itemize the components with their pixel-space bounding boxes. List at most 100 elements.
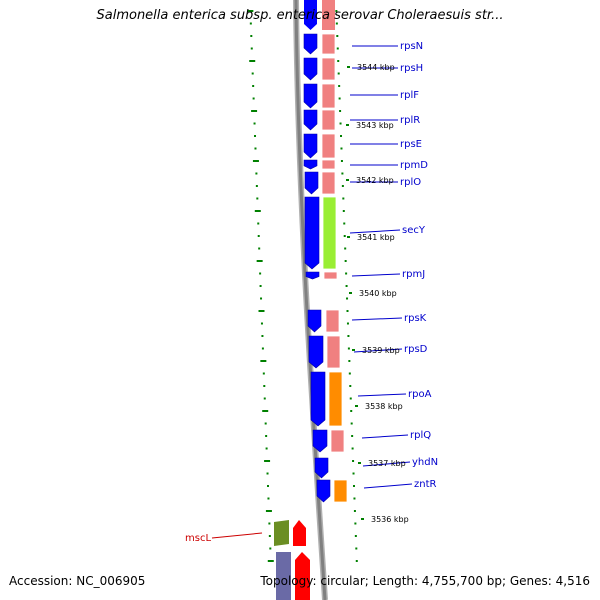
gene-label-rplR: rplR: [400, 115, 420, 126]
left-track-tick: [260, 297, 263, 300]
zntR-block-gene-bar: [333, 479, 348, 503]
kbp-tick-mark: [347, 66, 350, 68]
left-track-tick: [261, 335, 264, 337]
gene-label-rpsK: rpsK: [404, 313, 427, 324]
left-track-tick: [262, 372, 265, 375]
gene-leader-line: [353, 348, 403, 353]
right-track-tick: [345, 285, 348, 287]
right-track-tick: [349, 385, 352, 387]
map-summary: Topology: circular; Length: 4,755,700 bp…: [260, 574, 590, 588]
left-track-tick: [249, 22, 252, 25]
right-track-tick: [342, 210, 345, 212]
left-track-tick: [269, 547, 272, 550]
left-track-tick: [266, 485, 269, 487]
left-track-tick: [257, 235, 260, 237]
right-track-tick: [345, 272, 348, 275]
right-track-tick: [335, 10, 338, 12]
right-track-tick: [339, 122, 342, 125]
right-track-tick: [353, 510, 356, 512]
left-track-tick: [256, 197, 259, 200]
kbp-tick-mark: [349, 292, 352, 294]
right-track-tick: [347, 335, 350, 337]
kbp-label: 3544 kbp: [357, 63, 395, 72]
right-track-tick: [346, 297, 349, 300]
left-track-tick: [251, 72, 254, 75]
gene-label-rplF: rplF: [400, 90, 419, 101]
left-track-tick: [268, 522, 271, 525]
left-track-tick: [266, 472, 269, 475]
left-track-tick: [252, 97, 255, 100]
mscL-red-arrow: [293, 520, 306, 546]
right-track-tick: [349, 397, 352, 400]
right-track-tick: [350, 410, 353, 412]
left-track-tick: [254, 135, 257, 137]
right-track-tick: [351, 435, 354, 437]
left-track-tick: [258, 310, 265, 312]
top-partial-cds-arrow: [304, 0, 317, 30]
left-track-tick: [250, 47, 253, 50]
gene-leader-line: [351, 273, 401, 277]
rpsK-block-gene-bar: [325, 309, 340, 333]
gene-leader-line: [351, 317, 403, 321]
right-track-tick: [344, 247, 347, 250]
kbp-label: 3536 kbp: [371, 515, 409, 524]
right-track-tick: [344, 260, 347, 262]
left-track-tick: [252, 85, 255, 87]
left-track-tick: [254, 210, 261, 212]
rpsN-block-cds-arrow: [303, 33, 318, 55]
right-track-tick: [337, 72, 340, 75]
left-track-tick: [262, 410, 269, 412]
accession-label: Accession: NC_006905: [9, 574, 146, 588]
left-track-tick: [261, 347, 264, 350]
left-track-tick: [255, 185, 258, 187]
gene-label-rplO: rplO: [400, 177, 421, 188]
kbp-label: 3539 kbp: [362, 346, 400, 355]
right-track-tick: [342, 197, 345, 200]
right-track-tick: [338, 97, 341, 100]
right-track-tick: [343, 222, 346, 225]
right-track-tick: [336, 47, 339, 50]
gene-label-zntR: zntR: [414, 479, 437, 490]
bottom-red-arrow: [295, 552, 310, 600]
kbp-label: 3538 kbp: [365, 402, 403, 411]
kbp-label: 3543 kbp: [356, 121, 394, 130]
map-title: Salmonella enterica subsp. enterica sero…: [96, 8, 504, 23]
right-track-tick: [355, 560, 358, 562]
right-track-tick: [350, 422, 353, 425]
rpsK-block-cds-arrow: [307, 309, 322, 333]
left-track-tick: [252, 160, 259, 162]
rpsD-block-cds-arrow: [308, 335, 324, 369]
left-track-tick: [265, 510, 272, 512]
left-track-tick: [249, 60, 256, 62]
kbp-tick-mark: [361, 518, 364, 520]
right-track-tick: [352, 460, 355, 462]
left-track-tick: [265, 447, 268, 450]
right-track-tick: [340, 135, 343, 137]
right-track-tick: [346, 322, 349, 325]
left-track-tick: [259, 285, 262, 287]
left-track-tick: [251, 110, 258, 112]
secY-block-gene-bar: [322, 196, 337, 270]
left-track-tick: [257, 222, 260, 225]
left-track-tick: [260, 360, 267, 362]
right-track-tick: [351, 447, 354, 450]
right-track-tick: [355, 547, 358, 550]
gene-leader-line: [363, 483, 413, 489]
right-track-tick: [353, 497, 356, 500]
kbp-tick-mark: [355, 405, 358, 407]
rpsN-block-gene-bar: [321, 33, 336, 55]
left-track-tick: [259, 272, 262, 275]
left-track-tick: [263, 385, 266, 387]
gene-leader-line: [357, 393, 407, 397]
rplO-block-cds-arrow: [304, 171, 319, 195]
right-track-tick: [346, 310, 349, 312]
left-track-tick: [267, 560, 274, 562]
left-track-tick: [267, 497, 270, 500]
kbp-label: 3537 kbp: [368, 459, 406, 468]
right-track-tick: [337, 60, 340, 62]
right-track-tick: [343, 235, 346, 237]
kbp-tick-mark: [347, 236, 350, 238]
gene-label-yhdN: yhdN: [412, 457, 438, 468]
gene-leader-line: [362, 461, 411, 467]
gene-label-rpsE: rpsE: [400, 139, 422, 150]
